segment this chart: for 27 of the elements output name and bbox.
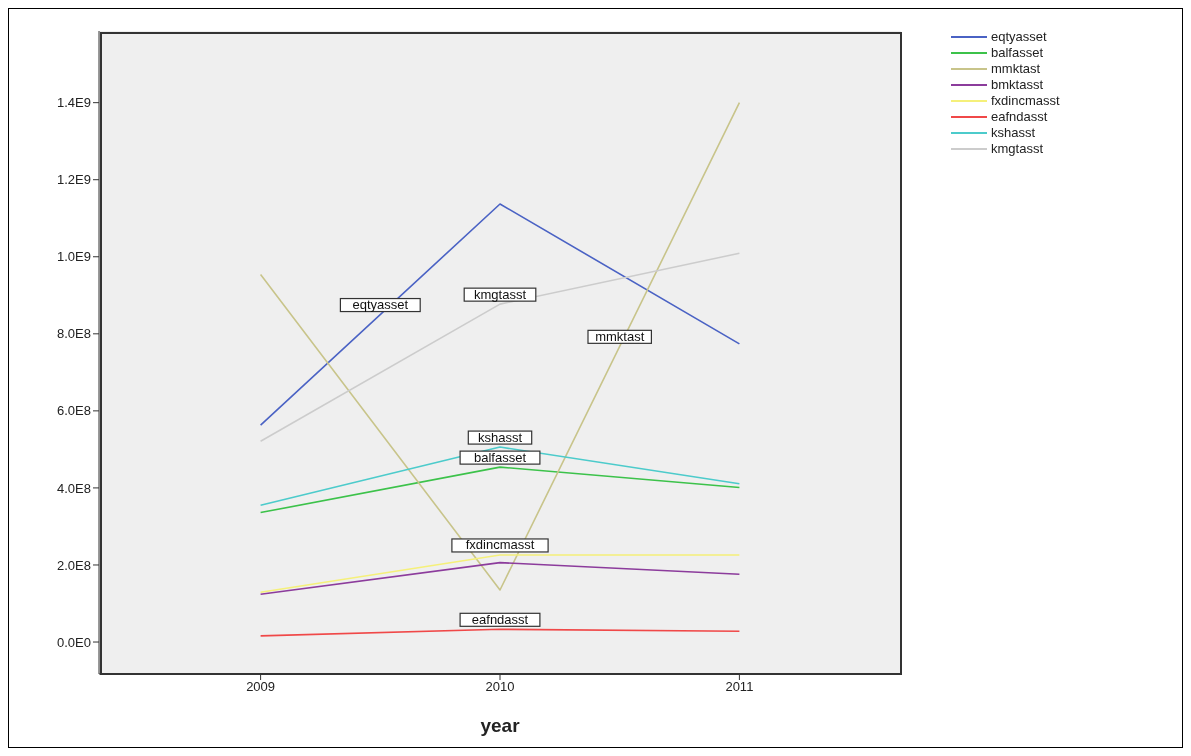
y-tick-label: 1.0E9 <box>57 249 91 265</box>
legend-label: bmktasst <box>991 77 1044 93</box>
y-tick-label: 0.0E0 <box>57 634 91 650</box>
legend-label: eafndasst <box>991 109 1048 125</box>
annotation: eafndasst <box>471 611 529 627</box>
annotation: fxdincmasst <box>465 537 535 553</box>
legend-label: eqtyasset <box>991 29 1047 45</box>
annotation: kmgtasst <box>473 286 527 302</box>
annotation: balfasset <box>473 449 527 465</box>
y-tick-label: 4.0E8 <box>57 480 91 496</box>
x-tick-label: 2010 <box>485 679 515 695</box>
legend-label: balfasset <box>991 45 1044 61</box>
y-tick-label: 1.2E9 <box>57 172 91 188</box>
y-tick-label: 6.0E8 <box>57 403 91 419</box>
x-axis-title: year <box>480 715 521 736</box>
y-tick-label: 2.0E8 <box>57 557 91 573</box>
legend-label: fxdincmasst <box>991 93 1060 109</box>
annotation: mmktast <box>595 328 645 344</box>
legend-label: kshasst <box>991 125 1036 141</box>
x-tick-label: 2011 <box>725 679 754 695</box>
legend-label: mmktast <box>991 61 1041 77</box>
legend-label: kmgtasst <box>991 141 1044 157</box>
annotation: eqtyasset <box>352 297 409 313</box>
x-tick-label: 2009 <box>246 679 276 695</box>
y-tick-label: 8.0E8 <box>57 326 91 342</box>
y-tick-label: 1.4E9 <box>57 95 91 111</box>
annotation: kshasst <box>477 429 523 445</box>
